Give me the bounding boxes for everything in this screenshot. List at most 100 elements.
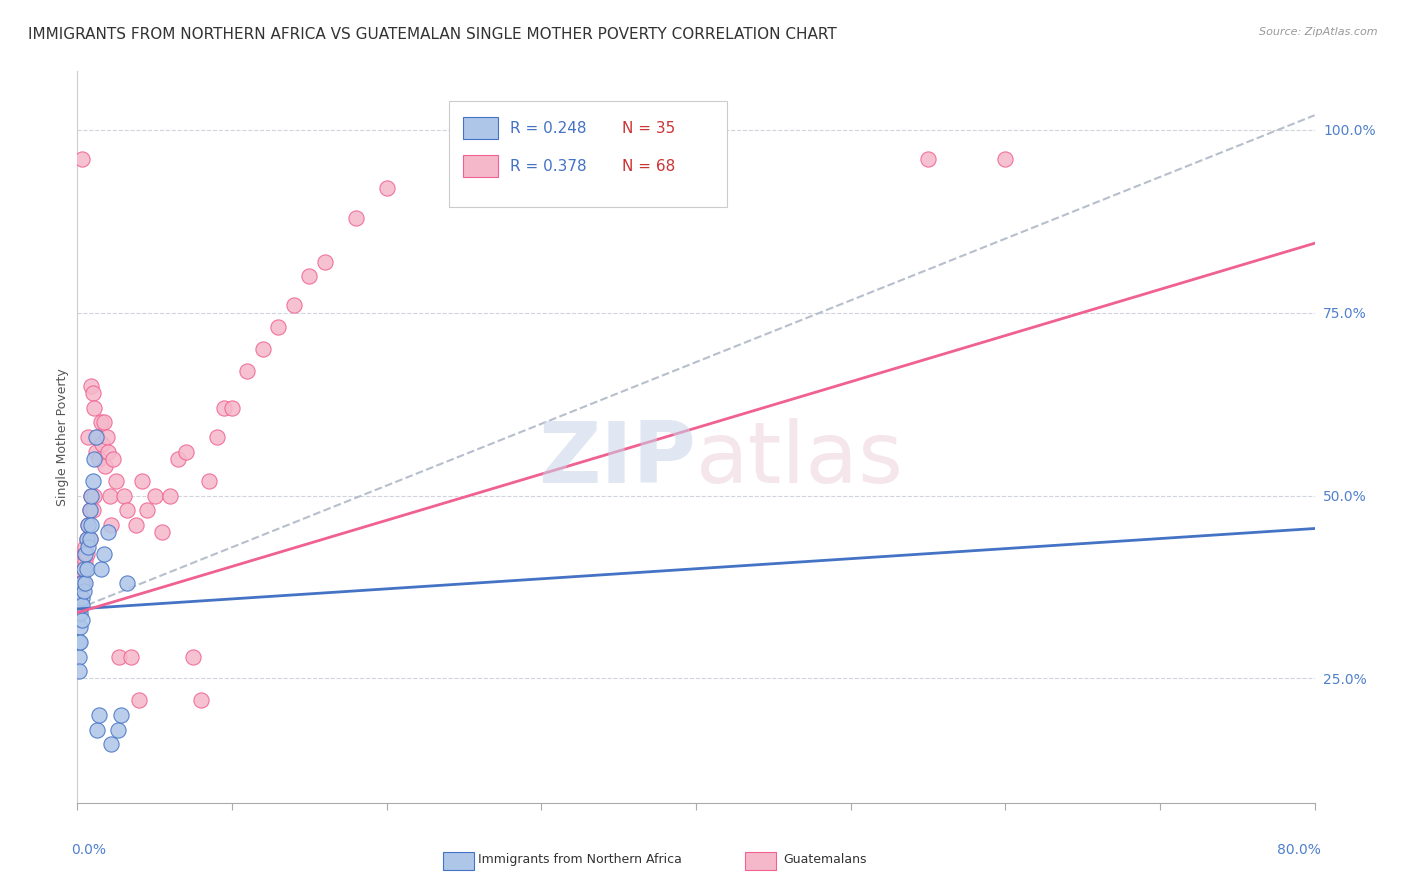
Point <box>70 613 93 627</box>
Point <box>70 599 93 613</box>
Point <box>70 576 93 591</box>
Point <box>93 547 115 561</box>
Point <box>453 152 475 166</box>
Point <box>70 152 93 166</box>
Point <box>100 517 122 532</box>
Point <box>252 343 274 357</box>
Text: R = 0.248: R = 0.248 <box>510 121 586 136</box>
Text: N = 35: N = 35 <box>621 121 675 136</box>
Point <box>82 503 104 517</box>
Point <box>375 181 398 195</box>
Point <box>167 452 190 467</box>
Point <box>75 554 96 568</box>
Point <box>83 489 105 503</box>
Point <box>82 386 104 401</box>
Point <box>183 649 205 664</box>
Point <box>69 562 91 576</box>
Point <box>214 401 236 415</box>
Point <box>136 503 159 517</box>
Point <box>530 130 553 145</box>
Point <box>97 444 120 458</box>
Point <box>236 364 259 378</box>
Point <box>267 320 290 334</box>
Point <box>67 591 90 605</box>
Point <box>76 562 98 576</box>
Point <box>77 430 100 444</box>
Point <box>94 459 117 474</box>
Point <box>79 503 101 517</box>
Text: Source: ZipAtlas.com: Source: ZipAtlas.com <box>1260 27 1378 37</box>
Point <box>221 401 243 415</box>
Point <box>75 540 96 554</box>
Point <box>87 452 110 467</box>
Text: Guatemalans: Guatemalans <box>783 854 866 866</box>
Point <box>67 664 90 678</box>
Point <box>917 152 939 166</box>
Point <box>67 576 90 591</box>
Point <box>72 562 94 576</box>
Point <box>70 576 93 591</box>
Point <box>108 649 131 664</box>
Point <box>198 474 221 488</box>
Point <box>79 533 101 547</box>
Point <box>80 517 103 532</box>
Text: ZIP: ZIP <box>538 417 696 500</box>
Point <box>131 474 153 488</box>
Point <box>70 591 93 605</box>
Point <box>101 452 124 467</box>
Point <box>76 533 98 547</box>
Point <box>115 503 138 517</box>
Point <box>69 583 91 598</box>
Point <box>283 298 305 312</box>
Point <box>67 649 90 664</box>
Point <box>86 723 108 737</box>
Point <box>314 254 336 268</box>
Point <box>143 489 166 503</box>
FancyBboxPatch shape <box>464 155 498 178</box>
Point <box>205 430 228 444</box>
Point <box>69 635 91 649</box>
Point <box>152 525 174 540</box>
FancyBboxPatch shape <box>449 101 727 207</box>
Point <box>90 416 111 430</box>
Point <box>100 737 122 751</box>
Point <box>110 708 132 723</box>
Point <box>69 606 91 620</box>
Point <box>91 437 114 451</box>
Point <box>685 130 707 145</box>
Point <box>79 503 101 517</box>
Point <box>121 649 143 664</box>
Point <box>115 576 138 591</box>
Point <box>72 583 94 598</box>
Point <box>84 444 107 458</box>
Point <box>72 576 94 591</box>
Point <box>79 533 101 547</box>
Point <box>98 489 121 503</box>
Point <box>77 517 100 532</box>
FancyBboxPatch shape <box>464 118 498 139</box>
Point <box>83 452 105 467</box>
Point <box>112 489 135 503</box>
Point <box>128 693 150 707</box>
Point <box>97 525 120 540</box>
Point <box>83 401 105 415</box>
Point <box>72 562 94 576</box>
Point <box>174 444 197 458</box>
Point <box>72 547 94 561</box>
Point <box>80 379 103 393</box>
Point <box>76 547 98 561</box>
Point <box>77 540 100 554</box>
Point <box>76 533 98 547</box>
Point <box>77 517 100 532</box>
Point <box>80 489 103 503</box>
Y-axis label: Single Mother Poverty: Single Mother Poverty <box>56 368 69 506</box>
Point <box>994 152 1017 166</box>
Point <box>75 576 96 591</box>
Point <box>67 635 90 649</box>
Text: atlas: atlas <box>696 417 904 500</box>
Text: Immigrants from Northern Africa: Immigrants from Northern Africa <box>478 854 682 866</box>
Point <box>82 474 104 488</box>
Text: IMMIGRANTS FROM NORTHERN AFRICA VS GUATEMALAN SINGLE MOTHER POVERTY CORRELATION : IMMIGRANTS FROM NORTHERN AFRICA VS GUATE… <box>28 27 837 42</box>
Point <box>69 620 91 634</box>
Point <box>87 708 110 723</box>
